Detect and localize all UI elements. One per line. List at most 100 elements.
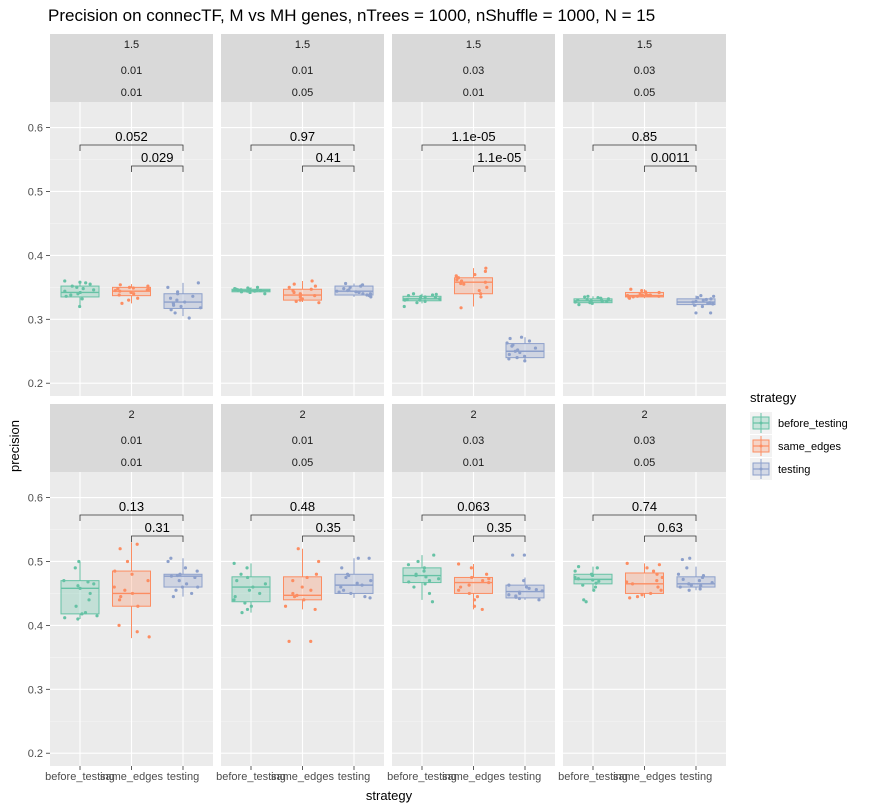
data-point [361,292,365,296]
data-point [291,579,295,583]
data-point [585,297,589,302]
data-point [656,585,660,589]
data-point [477,288,481,293]
data-point [687,588,691,592]
data-point [472,598,477,602]
data-point [88,591,92,596]
data-point [174,588,178,592]
p-value-label: 0.35 [316,520,341,535]
data-point [84,281,88,285]
data-point [344,281,348,286]
facet-strip-label: 2 [299,409,305,421]
data-point [432,553,436,557]
significance-bracket: 0.85 [592,129,697,151]
data-point [169,574,174,578]
data-point [507,583,511,587]
data-point [83,611,88,615]
data-point [135,542,139,546]
legend-entry-testing: testing [750,458,810,480]
data-point [592,588,596,592]
p-value-label: 0.97 [290,129,315,144]
data-point [687,582,691,586]
significance-bracket: 0.97 [250,129,355,151]
data-point [80,297,84,301]
facet-strip-label: 0.03 [463,65,484,77]
data-point [239,288,243,292]
data-point [168,296,173,300]
data-point [300,585,304,589]
facet-strip-label: 0.01 [121,65,142,77]
data-point [88,282,92,286]
data-point [573,300,577,304]
data-point [630,582,635,586]
data-point [146,287,151,291]
data-point [258,591,262,596]
data-point [302,598,306,602]
data-point [507,593,511,597]
data-point [130,572,134,576]
significance-bracket: 0.35 [302,520,355,542]
data-point [123,588,127,592]
data-point [246,286,250,290]
data-point [78,280,82,284]
data-point [183,566,188,570]
box-body [454,576,493,594]
data-point [195,569,199,573]
data-point [593,585,598,589]
data-point [190,591,194,596]
data-point [69,293,73,297]
data-point [287,285,291,289]
p-value-label: 0.74 [632,499,657,514]
facet-strip-label: 0.05 [634,457,655,469]
data-point [597,579,601,583]
data-point [527,586,531,590]
data-point [596,295,600,300]
data-point [117,598,122,602]
data-point [694,311,698,315]
data-point [599,296,603,300]
x-tick-label: testing [509,771,541,783]
data-point [146,579,150,583]
data-point [403,298,407,302]
data-point [419,294,423,298]
data-point [339,585,343,589]
y-tick-label: 0.6 [28,493,43,505]
data-point [680,557,684,562]
data-point [233,287,237,291]
data-point [251,585,255,589]
data-point [135,630,139,634]
data-point [430,293,435,297]
data-point [689,583,693,587]
p-value-label: 0.35 [487,520,512,535]
data-point [368,292,373,296]
y-tick-label: 0.4 [28,250,43,262]
bracket-line [592,514,697,521]
facet-panel: 1.5 0.03 0.05 0.85 0.0011 [563,34,726,396]
data-point [517,596,522,601]
data-point [171,595,175,599]
data-point [367,556,371,560]
x-tick-label: testing [680,771,712,783]
y-tick-label: 0.5 [28,556,43,568]
y-tick-label: 0.2 [28,748,43,760]
data-point [258,288,262,293]
data-point [692,303,697,307]
data-point [519,335,524,339]
data-point [305,575,309,580]
data-point [232,561,236,565]
data-point [117,623,121,627]
data-point [247,588,252,592]
data-point [64,294,68,298]
box-same_edges [625,563,664,598]
data-point [577,303,581,307]
data-point [584,600,588,604]
data-point [576,564,581,569]
data-point [180,585,185,589]
data-point [438,297,442,301]
box-testing [334,558,374,598]
data-point [706,301,710,305]
data-point [591,578,595,582]
data-point [70,284,74,288]
bracket-line [250,144,355,151]
data-point [527,339,532,343]
